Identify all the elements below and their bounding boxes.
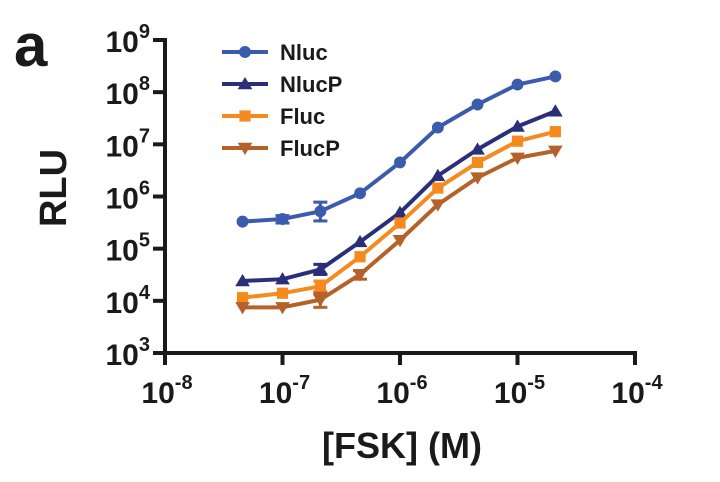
y-tick-label: 107 [106,125,151,163]
y-tick-label-exponent: 9 [139,21,150,43]
data-point-nlucp [313,262,328,275]
data-point-nlucp [430,168,446,181]
y-tick-label-base: 10 [106,183,139,216]
y-tick-label-exponent: 4 [139,282,151,304]
x-tick-label: 10-4 [611,372,663,410]
data-point-nluc [354,187,366,200]
y-tick-label-base: 10 [106,287,139,320]
x-tick-label: 10-7 [259,372,310,410]
series-nlucp [235,104,563,287]
y-tick-label-exponent: 3 [139,334,150,356]
data-point-flucp [510,152,525,165]
y-tick-label-base: 10 [106,235,139,268]
x-tick-label: 10-6 [376,372,427,410]
y-tick-label-base: 10 [106,339,139,372]
y-tick-label: 104 [106,282,151,320]
x-tick-label-exponent: -7 [292,372,310,394]
y-tick-label-exponent: 7 [139,125,150,147]
data-point-fluc [354,251,366,263]
data-point-nlucp [470,142,485,155]
x-tick-label-base: 10 [376,377,409,410]
legend-item-flucp: FlucP [222,136,340,161]
y-tick-label-exponent: 8 [139,73,150,95]
series-flucp [235,145,563,315]
panel-label: a [14,12,48,79]
x-tick-label-base: 10 [141,377,174,410]
x-tick-label: 10-8 [141,372,192,410]
data-point-fluc [394,217,406,229]
data-point-fluc [549,126,561,138]
data-point-flucp [235,302,250,315]
data-point-nlucp [548,104,563,117]
data-point-nluc [394,156,406,169]
y-axis-label: RLU [33,149,75,227]
y-tick-label-exponent: 6 [139,178,150,200]
data-point-flucp [430,199,446,212]
data-point-flucp [548,145,563,158]
data-point-flucp [275,302,290,315]
data-point-fluc [432,182,444,194]
data-point-fluc [236,292,249,304]
x-tick-label-exponent: -8 [175,372,193,394]
data-point-fluc [511,135,524,147]
legend-item-fluc: Fluc [222,104,325,129]
data-point-nluc [471,98,484,111]
data-point-flucp [392,234,408,248]
data-point-nlucp [392,205,408,218]
legend-label-nluc: Nluc [280,40,328,65]
legend-marker-flucp [237,142,253,155]
data-point-nlucp [275,272,290,285]
legend-item-nluc: Nluc [222,40,328,65]
data-point-nluc [276,213,289,225]
data-point-nluc [314,205,327,218]
y-tick-label-base: 10 [106,78,139,111]
legend-item-nlucp: NlucP [222,72,342,97]
legend-label-fluc: Fluc [280,104,325,129]
data-point-fluc [314,280,326,292]
x-tick-label-exponent: -6 [410,372,428,394]
data-point-nlucp [235,273,250,287]
data-point-nlucp [510,119,525,132]
x-tick-label-base: 10 [494,377,527,410]
series-fluc [236,126,561,304]
data-point-fluc [471,156,484,169]
data-point-nluc [236,215,249,228]
plot-area [235,70,563,315]
legend: Nluc NlucP Fluc FlucP [222,40,342,161]
data-point-flucp [313,294,328,307]
data-point-flucp [470,172,485,185]
y-tick-label: 108 [106,73,151,111]
x-axis-label: [FSK] (M) [322,425,482,466]
legend-marker-nluc [239,46,251,58]
x-tick-label-base: 10 [611,377,644,410]
y-tick-label-base: 10 [106,26,139,59]
y-tick-label: 105 [106,230,151,268]
data-point-nluc [511,78,524,91]
legend-label-nlucp: NlucP [280,72,342,97]
legend-marker-fluc [239,110,251,122]
y-tick-label: 106 [106,178,151,216]
y-tick-label: 109 [106,21,151,59]
data-point-nluc [431,121,444,134]
data-point-nlucp [352,234,368,248]
x-tick-label: 10-5 [494,372,545,410]
series-nluc [236,70,562,228]
legend-label-flucp: FlucP [280,136,340,161]
x-tick-label-base: 10 [259,377,292,410]
data-point-flucp [352,269,368,282]
x-tick-label-exponent: -5 [527,372,545,394]
y-tick-label-exponent: 5 [139,230,150,252]
legend-marker-nlucp [237,77,253,90]
x-axis: 10-8 10-7 10-6 10-5 10-4 [141,351,663,410]
data-point-fluc [276,287,289,299]
x-tick-label-exponent: -4 [645,372,664,394]
data-point-nluc [549,70,562,83]
y-tick-label-base: 10 [106,130,139,163]
y-tick-label: 103 [106,334,151,372]
